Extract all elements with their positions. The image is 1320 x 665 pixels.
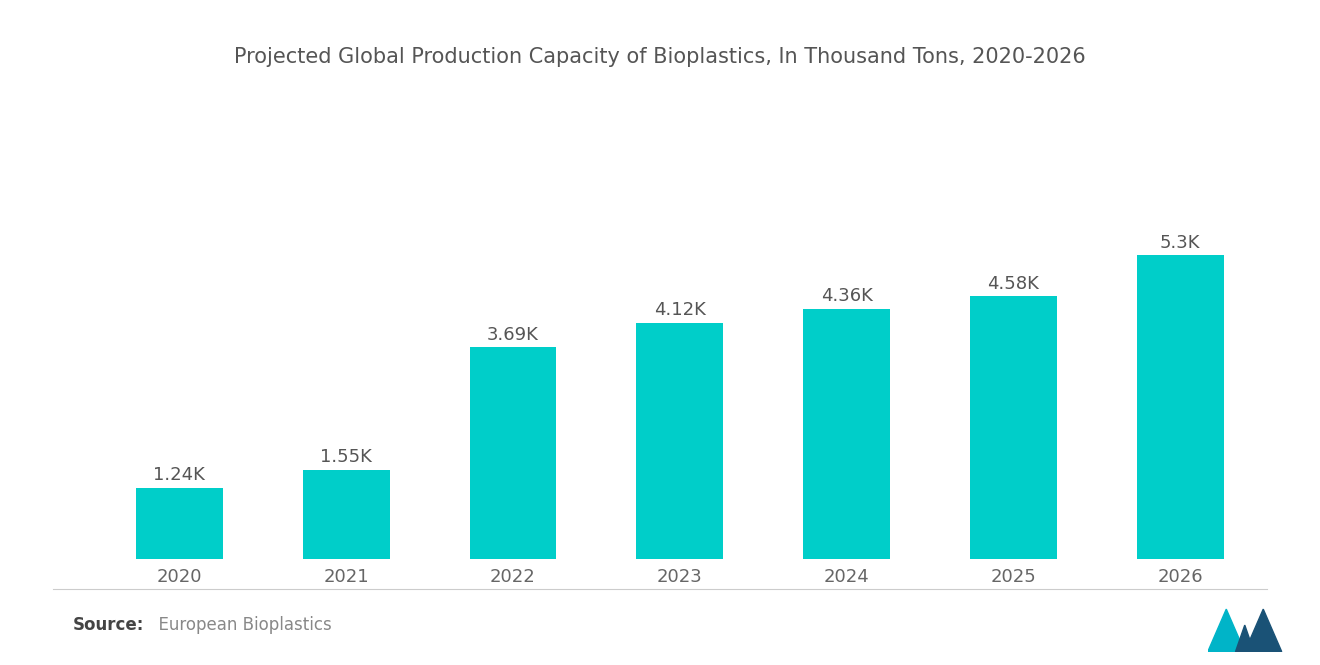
Text: 3.69K: 3.69K [487, 326, 539, 344]
Text: European Bioplastics: European Bioplastics [148, 616, 331, 634]
Text: Projected Global Production Capacity of Bioplastics, In Thousand Tons, 2020-2026: Projected Global Production Capacity of … [234, 47, 1086, 66]
Text: 1.55K: 1.55K [321, 448, 372, 466]
Bar [636, 323, 723, 559]
Polygon shape [1245, 609, 1282, 652]
Text: 4.36K: 4.36K [821, 287, 873, 305]
Polygon shape [1236, 625, 1254, 652]
Text: 4.12K: 4.12K [653, 301, 706, 319]
Text: 1.24K: 1.24K [153, 466, 205, 484]
Text: 5.3K: 5.3K [1160, 233, 1201, 251]
Bar [804, 309, 890, 559]
Bar [470, 347, 556, 559]
Bar [302, 469, 389, 559]
Bar [136, 487, 223, 559]
Bar [970, 296, 1057, 559]
Text: 4.58K: 4.58K [987, 275, 1039, 293]
Polygon shape [1208, 609, 1245, 652]
Bar [1137, 255, 1224, 559]
Text: Source:: Source: [73, 616, 144, 634]
